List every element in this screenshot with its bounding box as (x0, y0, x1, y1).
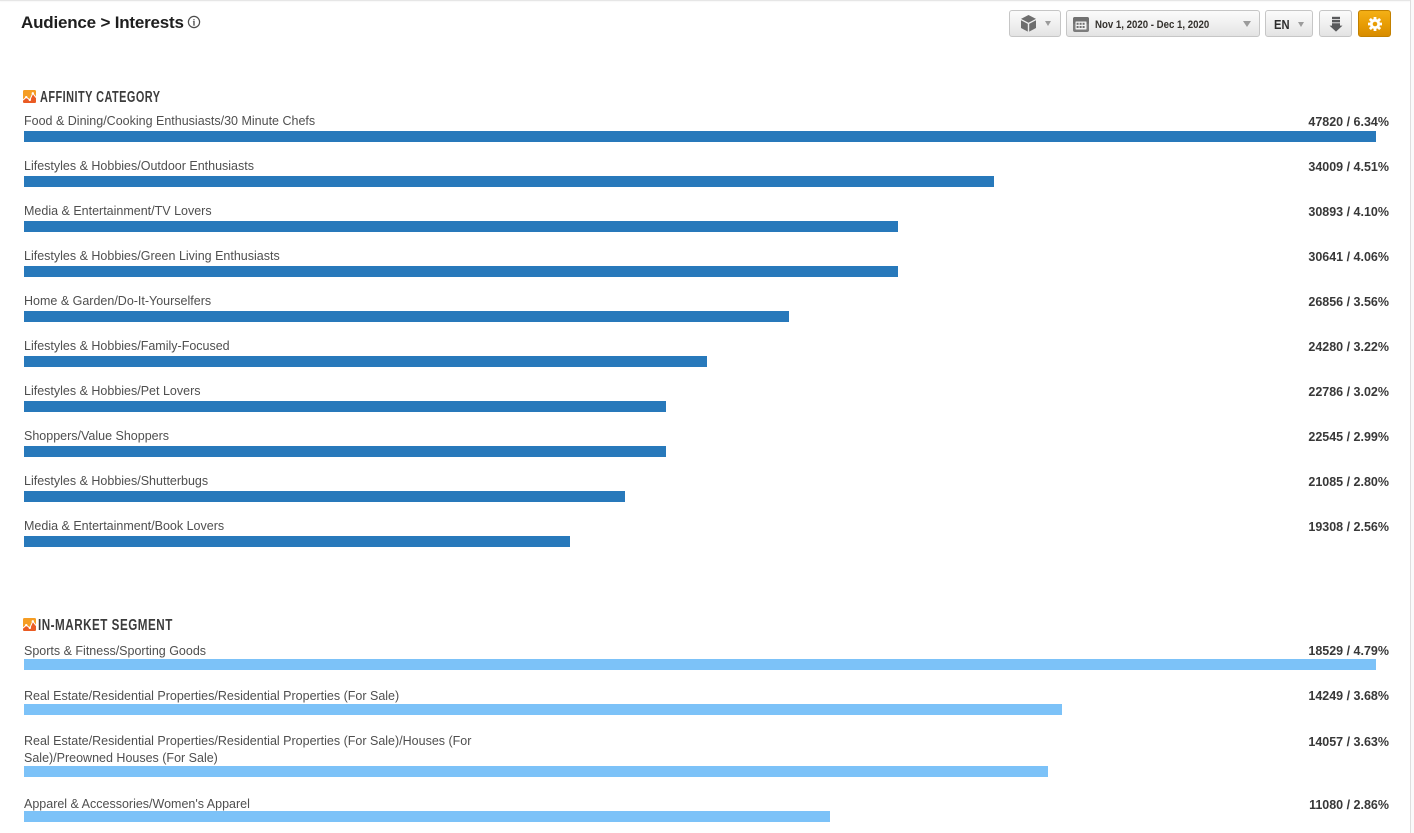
svg-text:i: i (193, 18, 196, 28)
